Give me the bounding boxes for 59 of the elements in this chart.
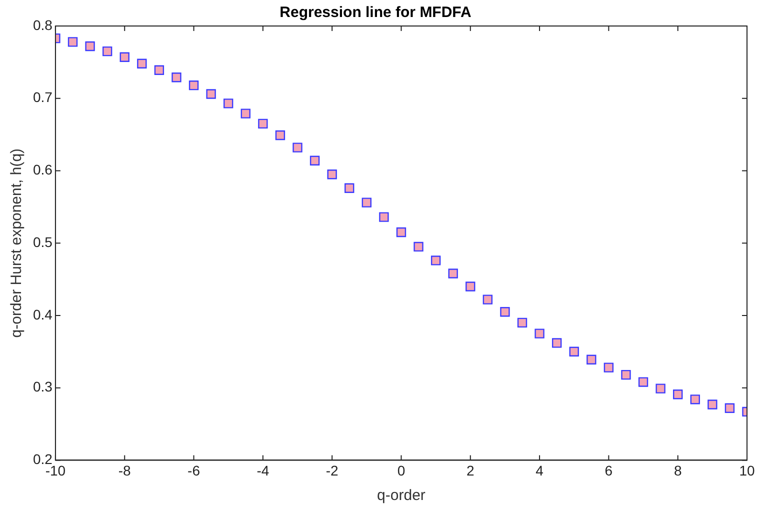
point (172, 72, 182, 82)
y-tick-label: 0.2 (32, 451, 53, 468)
point (534, 328, 544, 338)
y-tick-label: 0.3 (32, 378, 53, 395)
point (120, 52, 130, 62)
point (154, 65, 164, 75)
x-tick-label: -8 (118, 462, 132, 478)
point (102, 46, 112, 56)
point (482, 294, 493, 304)
x-tick-label: 4 (536, 462, 544, 478)
chart-title: Regression line for MFDFA (280, 4, 472, 22)
y-tick-label: 0.5 (32, 234, 53, 250)
point (621, 370, 631, 380)
point (517, 318, 528, 328)
point (638, 377, 648, 387)
point (708, 400, 718, 410)
point (206, 89, 216, 99)
x-tick-label: 6 (604, 462, 613, 478)
point (327, 170, 337, 180)
x-axis-title: q-order (377, 487, 426, 504)
point (656, 384, 666, 394)
x-tick-label: 10 (739, 462, 755, 478)
y-tick-label: 0.8 (32, 16, 53, 33)
point (275, 130, 286, 140)
point (292, 142, 302, 152)
x-tick-label: 8 (674, 462, 682, 478)
point (604, 362, 614, 372)
point (414, 242, 424, 252)
point (673, 390, 683, 400)
point (430, 256, 441, 266)
point (586, 354, 596, 364)
x-tick-label: 0 (397, 462, 406, 478)
point (569, 346, 579, 356)
point (188, 80, 199, 90)
point (258, 118, 268, 129)
y-tick-label: 0.4 (32, 306, 53, 322)
x-tick-label: -6 (188, 462, 200, 478)
y-tick-label: 0.7 (32, 89, 53, 106)
point (137, 58, 147, 68)
point (310, 156, 320, 166)
y-axis-title: q-order Hurst exponent, h(q) (8, 148, 26, 338)
point (224, 98, 234, 108)
point (552, 338, 562, 348)
x-tick-label: -4 (256, 462, 270, 478)
point (240, 108, 250, 118)
point (724, 403, 735, 413)
point (690, 394, 700, 404)
point (500, 307, 510, 317)
point (362, 198, 372, 208)
point (379, 212, 389, 222)
y-tick-label: 0.6 (32, 162, 53, 178)
point (85, 41, 95, 52)
point (344, 183, 354, 193)
x-tick-label: -2 (326, 462, 339, 478)
point (68, 37, 78, 47)
x-tick-label: 2 (466, 462, 474, 478)
point (396, 227, 406, 238)
point (448, 268, 458, 278)
point (466, 282, 476, 292)
